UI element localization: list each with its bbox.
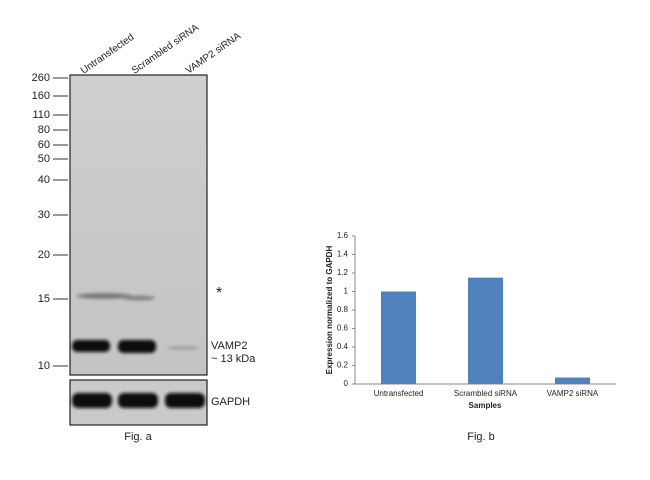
bar xyxy=(468,277,503,384)
y-tick-label: 1.6 xyxy=(337,231,349,240)
band xyxy=(123,295,155,301)
bands xyxy=(72,293,205,408)
marker-label: 80 xyxy=(38,124,50,136)
band xyxy=(165,393,205,408)
caption: Fig. b xyxy=(467,431,495,443)
marker-label: 10 xyxy=(38,360,50,372)
asterisk: * xyxy=(216,285,222,302)
x-tick-label: Scrambled siRNA xyxy=(454,389,518,398)
band xyxy=(167,346,199,350)
band xyxy=(118,393,158,408)
y-tick-label: 0.6 xyxy=(337,324,349,333)
marker-label: 260 xyxy=(32,72,50,84)
marker-label: 50 xyxy=(38,153,50,165)
y-tick-label: 1.4 xyxy=(337,250,349,259)
lane-label: VAMP2 siRNA xyxy=(184,31,243,77)
y-tick-label: 0 xyxy=(344,379,349,388)
blot-main xyxy=(69,74,208,376)
band xyxy=(76,293,132,299)
y-axis-title: Expression normalized to GAPDH xyxy=(325,246,334,375)
y-tick-label: 1.2 xyxy=(337,268,349,277)
target-label: VAMP2 xyxy=(211,340,247,352)
caption: Fig. a xyxy=(124,431,152,443)
marker-label: 20 xyxy=(38,249,50,261)
marker-label: 60 xyxy=(38,139,50,151)
y-tick-label: 0.8 xyxy=(337,305,349,314)
x-tick-label: Untransfected xyxy=(374,389,424,398)
marker-label: 30 xyxy=(38,209,50,221)
marker-label: 110 xyxy=(32,109,50,121)
marker-label: 160 xyxy=(32,90,50,102)
y-tick-label: 0.4 xyxy=(337,342,349,351)
marker-label: 15 xyxy=(38,293,50,305)
lane-label: Untransfected xyxy=(79,32,136,77)
marker-label: 40 xyxy=(38,174,50,186)
control-label: GAPDH xyxy=(211,396,250,408)
x-axis-title: Samples xyxy=(469,401,502,410)
x-tick-label: VAMP2 siRNA xyxy=(547,389,599,398)
band xyxy=(72,340,110,352)
bar xyxy=(381,291,416,384)
y-tick-label: 1 xyxy=(344,287,349,296)
bar xyxy=(555,377,590,384)
y-tick-label: 0.2 xyxy=(337,361,349,370)
band xyxy=(118,340,156,353)
target-size: ~ 13 kDa xyxy=(211,353,256,365)
band xyxy=(72,393,112,408)
